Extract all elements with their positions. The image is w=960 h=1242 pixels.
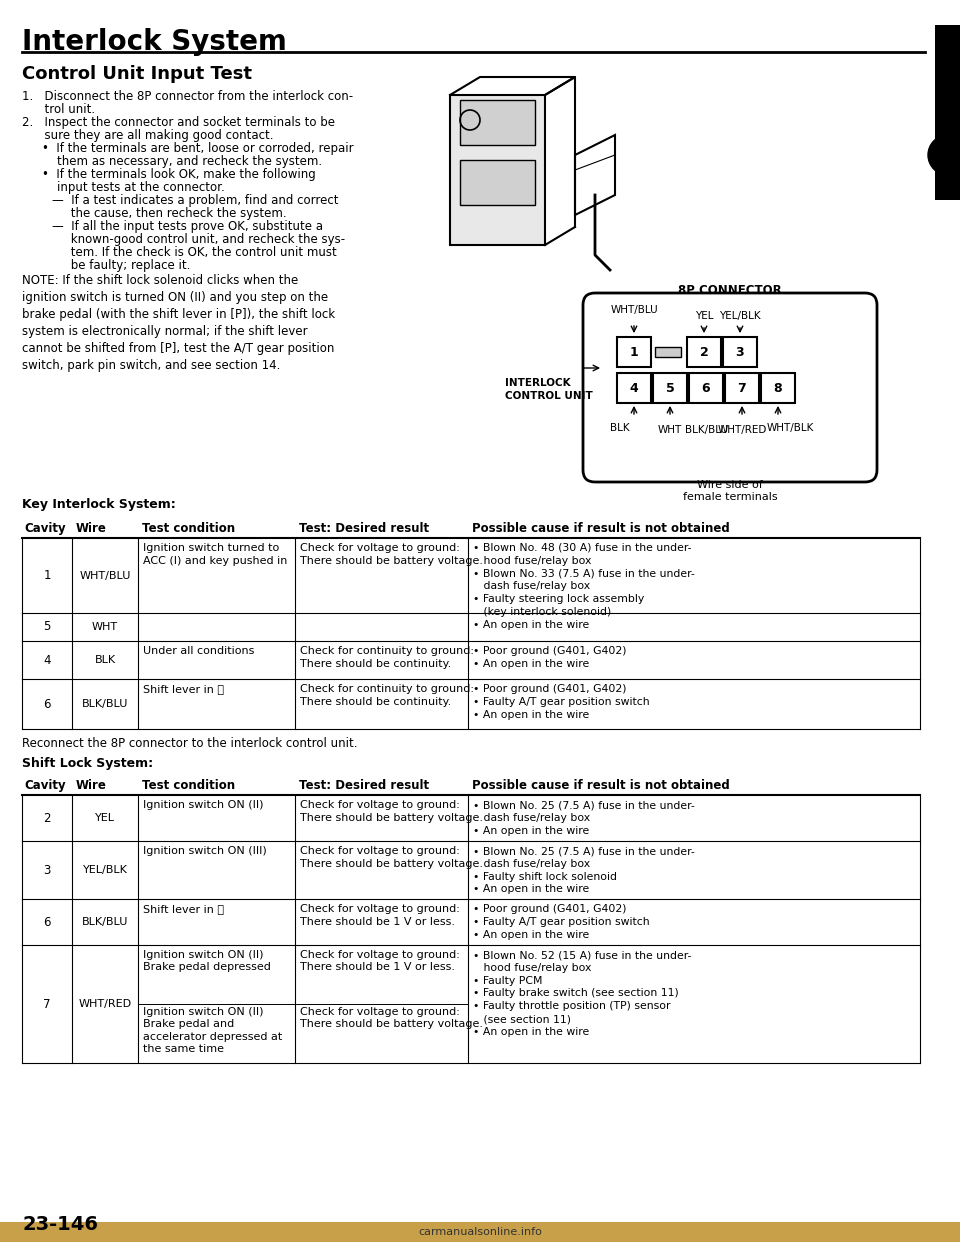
Text: BLK/BLU: BLK/BLU — [684, 425, 728, 435]
Text: 7: 7 — [43, 997, 51, 1011]
Text: Reconnect the 8P connector to the interlock control unit.: Reconnect the 8P connector to the interl… — [22, 737, 357, 750]
Bar — [723, 337, 757, 366]
Text: 6: 6 — [702, 381, 710, 395]
Text: 3: 3 — [735, 345, 744, 359]
Bar — [460, 160, 535, 205]
Text: YEL: YEL — [695, 310, 713, 320]
Text: WHT: WHT — [92, 622, 118, 632]
Text: BLK/BLU: BLK/BLU — [82, 917, 129, 927]
Bar — [450, 94, 545, 245]
Text: 4: 4 — [43, 653, 51, 667]
Bar — [761, 373, 795, 402]
Bar — [725, 373, 759, 402]
Text: 6: 6 — [43, 698, 51, 710]
Text: Cavity: Cavity — [24, 779, 65, 792]
Text: them as necessary, and recheck the system.: them as necessary, and recheck the syste… — [42, 155, 323, 168]
Text: Test condition: Test condition — [142, 779, 235, 792]
Text: 5: 5 — [43, 621, 51, 633]
Text: Ignition switch ON (II): Ignition switch ON (II) — [143, 800, 263, 810]
Text: • Blown No. 25 (7.5 A) fuse in the under-
   dash fuse/relay box
• Faulty shift : • Blown No. 25 (7.5 A) fuse in the under… — [473, 846, 695, 894]
Text: Wire: Wire — [76, 779, 107, 792]
Text: input tests at the connector.: input tests at the connector. — [42, 181, 225, 194]
Text: Possible cause if result is not obtained: Possible cause if result is not obtained — [472, 522, 730, 535]
Text: Ignition switch turned to
ACC (I) and key pushed in: Ignition switch turned to ACC (I) and ke… — [143, 543, 287, 566]
Text: 2.   Inspect the connector and socket terminals to be: 2. Inspect the connector and socket term… — [22, 116, 335, 129]
Text: YEL/BLK: YEL/BLK — [719, 310, 761, 320]
Text: Check for voltage to ground:
There should be 1 V or less.: Check for voltage to ground: There shoul… — [300, 950, 460, 972]
Bar — [935, 25, 960, 200]
Text: WHT/RED: WHT/RED — [79, 999, 132, 1009]
Text: BLK/BLU: BLK/BLU — [82, 699, 129, 709]
Text: Check for voltage to ground:
There should be battery voltage.: Check for voltage to ground: There shoul… — [300, 1007, 483, 1030]
Text: Shift lever in ⓟ: Shift lever in ⓟ — [143, 684, 224, 694]
Text: • Blown No. 52 (15 A) fuse in the under-
   hood fuse/relay box
• Faulty PCM
• F: • Blown No. 52 (15 A) fuse in the under-… — [473, 950, 691, 1037]
Text: Test condition: Test condition — [142, 522, 235, 535]
Text: —  If a test indicates a problem, find and correct: — If a test indicates a problem, find an… — [52, 194, 339, 207]
Text: trol unit.: trol unit. — [22, 103, 95, 116]
Text: sure they are all making good contact.: sure they are all making good contact. — [22, 129, 274, 142]
Text: Check for voltage to ground:
There should be battery voltage.: Check for voltage to ground: There shoul… — [300, 543, 483, 566]
Text: Under all conditions: Under all conditions — [143, 646, 254, 656]
Text: 6: 6 — [43, 915, 51, 929]
Text: Check for voltage to ground:
There should be battery voltage.: Check for voltage to ground: There shoul… — [300, 846, 483, 869]
Text: BLK: BLK — [94, 655, 115, 664]
Text: 4: 4 — [630, 381, 638, 395]
Bar — [689, 373, 723, 402]
Text: INTERLOCK
CONTROL UNIT: INTERLOCK CONTROL UNIT — [505, 378, 592, 401]
Text: BLK: BLK — [611, 424, 630, 433]
Text: Possible cause if result is not obtained: Possible cause if result is not obtained — [472, 779, 730, 792]
Bar — [0, 1222, 960, 1242]
Text: •  If the terminals are bent, loose or corroded, repair: • If the terminals are bent, loose or co… — [42, 142, 353, 155]
Text: 1.   Disconnect the 8P connector from the interlock con-: 1. Disconnect the 8P connector from the … — [22, 89, 353, 103]
Text: WHT/BLU: WHT/BLU — [611, 306, 658, 315]
Text: • Poor ground (G401, G402)
• An open in the wire: • Poor ground (G401, G402) • An open in … — [473, 646, 627, 668]
Text: Wire side of: Wire side of — [697, 479, 763, 491]
Text: 2: 2 — [43, 811, 51, 825]
Bar — [617, 373, 651, 402]
Text: Ignition switch ON (III): Ignition switch ON (III) — [143, 846, 267, 856]
FancyBboxPatch shape — [583, 293, 877, 482]
Text: Wire: Wire — [76, 522, 107, 535]
Text: • Blown No. 48 (30 A) fuse in the under-
   hood fuse/relay box
• Blown No. 33 (: • Blown No. 48 (30 A) fuse in the under-… — [473, 543, 695, 630]
Text: tem. If the check is OK, the control unit must: tem. If the check is OK, the control uni… — [52, 246, 337, 260]
Text: Key Interlock System:: Key Interlock System: — [22, 498, 176, 510]
Bar — [460, 101, 535, 145]
Text: • Poor ground (G401, G402)
• Faulty A/T gear position switch
• An open in the wi: • Poor ground (G401, G402) • Faulty A/T … — [473, 684, 650, 719]
Text: WHT/RED: WHT/RED — [717, 425, 767, 435]
Text: Shift Lock System:: Shift Lock System: — [22, 758, 154, 770]
Text: WHT/BLK: WHT/BLK — [766, 424, 814, 433]
Text: Check for continuity to ground:
There should be continuity.: Check for continuity to ground: There sh… — [300, 646, 474, 668]
Text: Check for continuity to ground:
There should be continuity.: Check for continuity to ground: There sh… — [300, 684, 474, 707]
Text: YEL: YEL — [95, 814, 115, 823]
Text: 23-146: 23-146 — [22, 1215, 98, 1235]
Bar — [617, 337, 651, 366]
Text: 2: 2 — [700, 345, 708, 359]
Text: YEL/BLK: YEL/BLK — [83, 864, 128, 876]
Text: 7: 7 — [737, 381, 746, 395]
Bar — [653, 373, 687, 402]
Text: Shift lever in ⓟ: Shift lever in ⓟ — [143, 904, 224, 914]
Bar — [687, 337, 721, 366]
Text: Check for voltage to ground:
There should be battery voltage.: Check for voltage to ground: There shoul… — [300, 800, 483, 822]
Bar — [655, 347, 681, 356]
Text: —  If all the input tests prove OK, substitute a: — If all the input tests prove OK, subst… — [52, 220, 323, 233]
Text: be faulty; replace it.: be faulty; replace it. — [52, 260, 190, 272]
Text: Control Unit Input Test: Control Unit Input Test — [22, 65, 252, 83]
Text: Test: Desired result: Test: Desired result — [299, 522, 429, 535]
Text: 8: 8 — [774, 381, 782, 395]
Text: carmanualsonline.info: carmanualsonline.info — [418, 1227, 542, 1237]
Text: 3: 3 — [43, 863, 51, 877]
Text: 1: 1 — [43, 569, 51, 582]
Text: Check for voltage to ground:
There should be 1 V or less.: Check for voltage to ground: There shoul… — [300, 904, 460, 927]
Text: 1: 1 — [630, 345, 638, 359]
Text: Ignition switch ON (II)
Brake pedal and
accelerator depressed at
the same time: Ignition switch ON (II) Brake pedal and … — [143, 1007, 282, 1054]
Text: known-good control unit, and recheck the sys-: known-good control unit, and recheck the… — [52, 233, 346, 246]
Text: Cavity: Cavity — [24, 522, 65, 535]
Text: NOTE: If the shift lock solenoid clicks when the
ignition switch is turned ON (I: NOTE: If the shift lock solenoid clicks … — [22, 274, 335, 373]
Circle shape — [928, 135, 960, 175]
Text: •  If the terminals look OK, make the following: • If the terminals look OK, make the fol… — [42, 168, 316, 181]
Text: • Poor ground (G401, G402)
• Faulty A/T gear position switch
• An open in the wi: • Poor ground (G401, G402) • Faulty A/T … — [473, 904, 650, 940]
Text: Interlock System: Interlock System — [22, 29, 287, 56]
Text: Ignition switch ON (II)
Brake pedal depressed: Ignition switch ON (II) Brake pedal depr… — [143, 950, 271, 972]
Text: 8P CONNECTOR: 8P CONNECTOR — [678, 284, 781, 297]
